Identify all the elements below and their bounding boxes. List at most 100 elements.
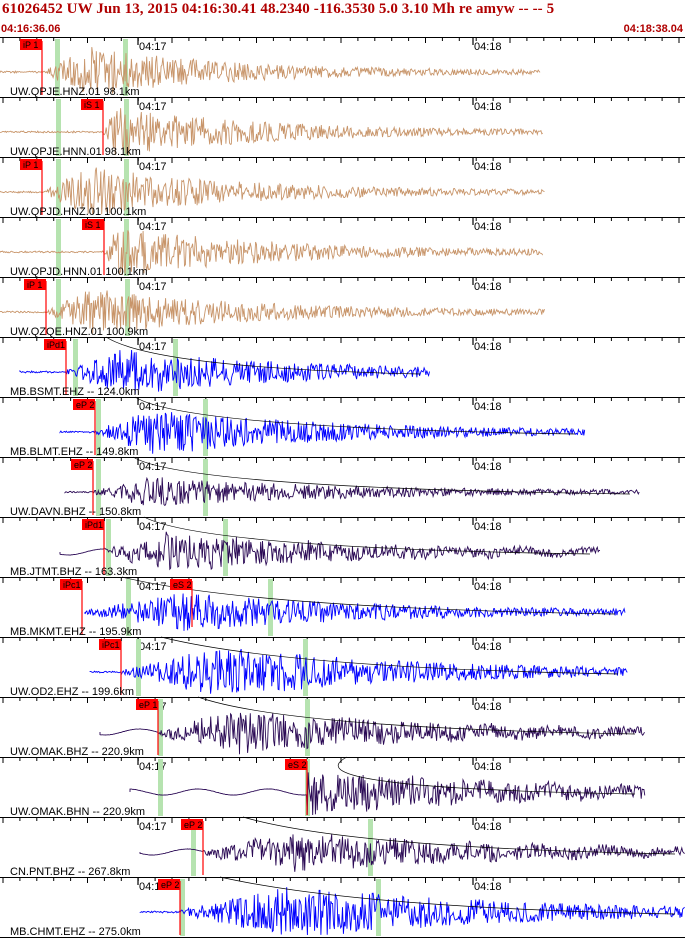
travel-time-curve — [219, 876, 676, 915]
station-label: UW.OMAK.BHZ -- 220.9km — [10, 746, 144, 758]
pick-flag[interactable] — [20, 39, 42, 50]
start-time-label: 04:16:36.06 — [1, 23, 61, 35]
pick-label: iS 1 — [84, 100, 100, 110]
analysis-window-start — [56, 99, 61, 156]
pick-flag[interactable] — [158, 879, 180, 890]
pick-flag[interactable] — [71, 459, 93, 470]
waveform — [64, 476, 640, 507]
waveform — [0, 230, 544, 276]
analysis-window-end — [124, 99, 129, 156]
station-label: UW.OD2.EHZ -- 199.6km — [10, 686, 134, 698]
minute-label: 04:18 — [474, 581, 502, 593]
trace-bsmt-ehz[interactable]: 04:17 04:18 iPd1 MB.BSMT.EHZ -- 124.0km — [0, 336, 685, 398]
trace-jtmt-bhz[interactable]: 04:17 04:18 iPd1 MB.JTMT.BHZ -- 163.3km — [0, 516, 685, 578]
minute-label: 04:17 — [139, 521, 167, 533]
analysis-window-start — [96, 399, 101, 456]
event-header: 61026452 UW Jun 13, 2015 04:16:30.41 48.… — [0, 0, 685, 37]
pick-flag[interactable] — [181, 819, 203, 830]
analysis-window-start — [73, 339, 78, 396]
minute-label: 04:18 — [474, 701, 502, 713]
analysis-window-start — [56, 219, 61, 276]
pick-flag[interactable] — [99, 639, 121, 650]
pick-label: iPd1 — [47, 340, 65, 350]
minute-label: 04:18 — [474, 881, 502, 893]
minute-label: 04:17 — [139, 401, 167, 413]
trace-qpjd-hnz[interactable]: 04:17 04:18 iP 1 UW.QPJD.HNZ.01 100.1km — [0, 157, 685, 218]
analysis-window-end — [305, 699, 310, 756]
waveform — [0, 47, 541, 94]
pick-label: eP 2 — [74, 460, 92, 470]
station-label: UW.QPJD.HNN.01 100.1km — [10, 266, 148, 278]
pick-label: iP 1 — [27, 280, 42, 290]
pick-flag[interactable] — [24, 279, 46, 290]
minute-label: 04:18 — [474, 41, 502, 53]
analysis-window-start — [136, 639, 141, 696]
minute-label: 04:18 — [474, 521, 502, 533]
station-label: MB.JTMT.BHZ -- 163.3km — [10, 566, 137, 578]
trace-od2-ehz[interactable]: 04:17 04:18 iPc1 UW.OD2.EHZ -- 199.6km — [0, 636, 685, 698]
waveform — [59, 531, 601, 571]
minute-label: 04:18 — [474, 341, 502, 353]
pick-label: iPd1 — [85, 520, 103, 530]
travel-time-curve — [242, 816, 676, 855]
pick-flag[interactable] — [73, 399, 95, 410]
pick-label: iPc1 — [63, 580, 81, 590]
trace-qpje-hnz[interactable]: 04:17 04:18 iP 1 UW.QPJE.HNZ.01 98.1km — [0, 37, 685, 98]
pick-flag[interactable] — [82, 219, 104, 230]
minute-label: 04:17 — [139, 221, 167, 233]
minute-label: 04:18 — [474, 221, 502, 233]
pick-flag[interactable] — [81, 99, 103, 110]
waveform — [139, 887, 685, 936]
waveform — [59, 412, 586, 454]
trace-qpje-hnn[interactable]: 04:17 04:18 iS 1 UW.QPJE.HNN.01 98.1km — [0, 97, 685, 158]
trace-mkmt-ehz[interactable]: 04:17 04:18 iPc1 eS 2 MB.MKMT.EHZ -- 195.9km — [0, 576, 685, 638]
pick-flag[interactable] — [136, 699, 158, 710]
analysis-window-start — [191, 819, 196, 876]
station-label: MB.BLMT.EHZ -- 149.8km — [10, 446, 138, 458]
minute-label: 04:17 — [139, 41, 167, 53]
analysis-window-start — [106, 519, 111, 576]
travel-time-curve — [337, 756, 636, 795]
analysis-window-start — [180, 879, 185, 936]
minute-label: 04:18 — [474, 281, 502, 293]
waveform — [139, 834, 685, 872]
analysis-window-start — [158, 759, 163, 816]
minute-label: 04:17 — [139, 581, 167, 593]
minute-label: 04:17 — [139, 461, 167, 473]
minute-label: 04:18 — [474, 821, 502, 833]
pick-flag[interactable] — [82, 519, 104, 530]
pick-flag[interactable] — [170, 579, 192, 590]
analysis-window-start — [56, 279, 61, 336]
trace-blmt-ehz[interactable]: 04:17 04:18 eP 2 MB.BLMT.EHZ -- 149.8km — [0, 396, 685, 458]
pick-flag[interactable] — [60, 579, 82, 590]
minute-label: 04:18 — [474, 461, 502, 473]
trace-davn-bhz[interactable]: 04:17 04:18 eP 2 UW.DAVN.BHZ -- 150.8km — [0, 456, 685, 518]
minute-label: 04:18 — [474, 641, 502, 653]
analysis-window-end — [125, 279, 130, 336]
trace-qzqe-hnz[interactable]: 04:17 04:18 iP 1 UW.QZQE.HNZ.01 100.9km — [0, 277, 685, 338]
analysis-window-start — [56, 159, 61, 216]
pick-flag[interactable] — [20, 159, 42, 170]
pick-flag[interactable] — [285, 759, 307, 770]
trace-pnt-bhz[interactable]: 04:17 04:18 eP 2 CN.PNT.BHZ -- 267.8km — [0, 816, 685, 878]
trace-qpjd-hnn[interactable]: 04:17 04:18 iS 1 UW.QPJD.HNN.01 100.1km — [0, 217, 685, 278]
travel-time-curve — [160, 636, 619, 675]
travel-time-curve — [105, 336, 421, 375]
minute-label: 04:18 — [474, 761, 502, 773]
pick-flag[interactable] — [44, 339, 66, 350]
analysis-window-start — [126, 579, 131, 636]
travel-time-curve — [132, 456, 631, 495]
waveform — [0, 108, 543, 156]
waveform — [89, 648, 628, 694]
pick-label: eP 2 — [76, 400, 94, 410]
travel-time-curve — [121, 576, 616, 615]
analysis-window-end — [173, 339, 178, 396]
analysis-window-start — [158, 699, 163, 756]
analysis-window-end — [268, 579, 273, 636]
waveform — [0, 290, 545, 334]
station-label: MB.CHMT.EHZ -- 275.0km — [10, 926, 141, 938]
